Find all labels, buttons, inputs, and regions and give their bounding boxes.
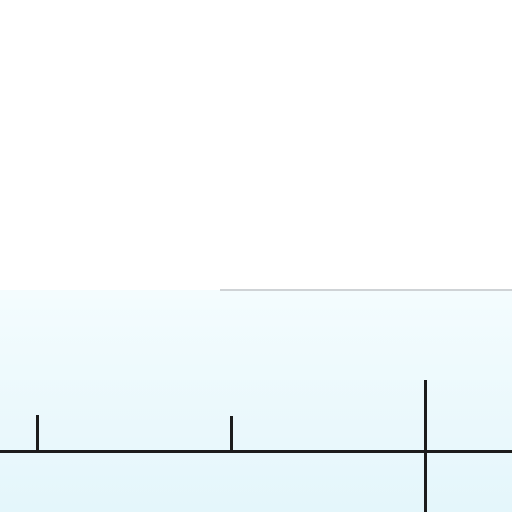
axis-tick-1 [36, 415, 39, 453]
horizontal-axis-line [0, 450, 512, 453]
light-blue-panel [0, 290, 512, 512]
axis-tick-2 [230, 416, 233, 453]
panel-top-border [220, 289, 512, 291]
blank-upper-region [0, 0, 512, 290]
axis-tick-3 [424, 380, 427, 512]
